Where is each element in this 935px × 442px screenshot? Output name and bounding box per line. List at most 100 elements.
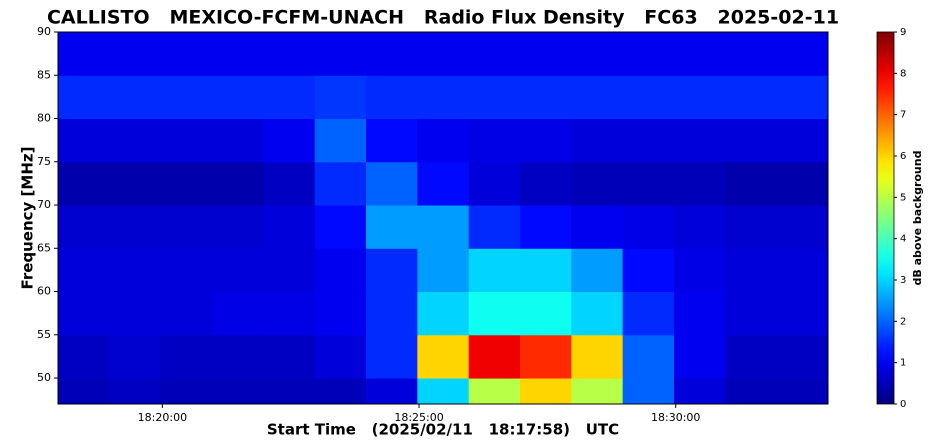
heatmap-cell [58, 32, 110, 76]
heatmap-cell [314, 161, 367, 206]
heatmap-cell [417, 32, 470, 76]
heatmap-cell [263, 161, 316, 206]
y-tick-label: 70 [37, 198, 51, 211]
chart-title: CALLISTO MEXICO-FCFM-UNACH Radio Flux De… [47, 7, 839, 29]
heatmap-cell [725, 291, 778, 336]
heatmap-cell [160, 118, 213, 163]
heatmap-cell [212, 118, 264, 163]
heatmap-cell [314, 248, 367, 293]
y-tick-label: 50 [37, 371, 51, 384]
heatmap-cell [366, 161, 418, 206]
heatmap-cell [520, 118, 572, 163]
colorbar-tick-label: 5 [900, 192, 906, 203]
heatmap-cell [109, 161, 162, 206]
heatmap-cell [622, 205, 675, 249]
heatmap-cell [725, 334, 778, 379]
heatmap-cell [674, 32, 726, 76]
heatmap-cell [571, 75, 624, 120]
heatmap-cell [212, 161, 264, 206]
colorbar-tick-label: 8 [900, 68, 906, 79]
heatmap-cell [417, 291, 470, 336]
heatmap-cell [160, 32, 213, 76]
heatmap-cell [725, 248, 778, 293]
heatmap-cell [674, 205, 726, 249]
heatmap-cell [520, 291, 572, 336]
colorbar-tick-label: 3 [900, 275, 906, 286]
heatmap-cell [468, 161, 521, 206]
heatmap-cell [263, 334, 316, 379]
heatmap-cell [58, 161, 110, 206]
heatmap-cell [417, 205, 470, 249]
heatmap-cell [622, 248, 675, 293]
heatmap-cell [366, 291, 418, 336]
heatmap-cell [776, 291, 829, 336]
heatmap-cell [520, 32, 572, 76]
heatmap-cell [571, 32, 624, 76]
heatmap-cell [468, 248, 521, 293]
x-tick-label: 18:25:00 [394, 411, 443, 424]
heatmap-cell [520, 248, 572, 293]
heatmap-cell [725, 205, 778, 249]
heatmap-cell [468, 378, 521, 405]
heatmap-cell [571, 291, 624, 336]
heatmap-cell [468, 334, 521, 379]
heatmap-cell [417, 118, 470, 163]
heatmap-cell [674, 75, 726, 120]
heatmap-cell [674, 161, 726, 206]
heatmap-cell [366, 32, 418, 76]
heatmap-cell [58, 378, 110, 405]
heatmap-cell [58, 118, 110, 163]
heatmap-cell [314, 291, 367, 336]
heatmap [58, 32, 829, 405]
heatmap-cell [520, 161, 572, 206]
heatmap-cell [58, 291, 110, 336]
heatmap-cell [674, 118, 726, 163]
heatmap-cell [725, 75, 778, 120]
heatmap-cell [58, 205, 110, 249]
heatmap-cell [314, 32, 367, 76]
heatmap-cell [776, 32, 829, 76]
heatmap-cell [417, 75, 470, 120]
heatmap-cell [263, 118, 316, 163]
heatmap-cell [725, 161, 778, 206]
heatmap-cell [109, 32, 162, 76]
heatmap-cell [160, 248, 213, 293]
heatmap-cell [109, 118, 162, 163]
heatmap-cell [674, 248, 726, 293]
heatmap-cell [776, 75, 829, 120]
colorbar-tick-label: 1 [900, 358, 906, 369]
heatmap-cell [263, 32, 316, 76]
heatmap-cell [674, 291, 726, 336]
heatmap-cell [160, 291, 213, 336]
heatmap-cell [366, 75, 418, 120]
heatmap-cell [622, 378, 675, 405]
heatmap-cell [468, 32, 521, 76]
heatmap-cell [571, 118, 624, 163]
heatmap-cell [571, 248, 624, 293]
heatmap-cell [571, 378, 624, 405]
heatmap-cell [417, 248, 470, 293]
heatmap-cell [212, 205, 264, 249]
colorbar [876, 31, 895, 405]
heatmap-cell [571, 161, 624, 206]
heatmap-cell [468, 75, 521, 120]
x-axis-label: Start Time (2025/02/11 18:17:58) UTC [267, 421, 619, 439]
colorbar-tick-label: 2 [900, 316, 906, 327]
heatmap-cell [417, 378, 470, 405]
heatmap-cell [622, 75, 675, 120]
heatmap-cell [212, 248, 264, 293]
heatmap-cell [622, 32, 675, 76]
y-axis-label: Frequency [MHz] [19, 147, 37, 290]
heatmap-cell [263, 248, 316, 293]
x-tick-label: 18:20:00 [138, 411, 187, 424]
heatmap-cell [109, 378, 162, 405]
plot-frame [57, 31, 829, 405]
heatmap-cell [263, 291, 316, 336]
heatmap-cell [160, 161, 213, 206]
heatmap-cell [468, 205, 521, 249]
heatmap-cell [776, 378, 829, 405]
colorbar-tick-label: 9 [900, 27, 906, 38]
y-tick-label: 85 [37, 68, 51, 81]
heatmap-cell [725, 378, 778, 405]
